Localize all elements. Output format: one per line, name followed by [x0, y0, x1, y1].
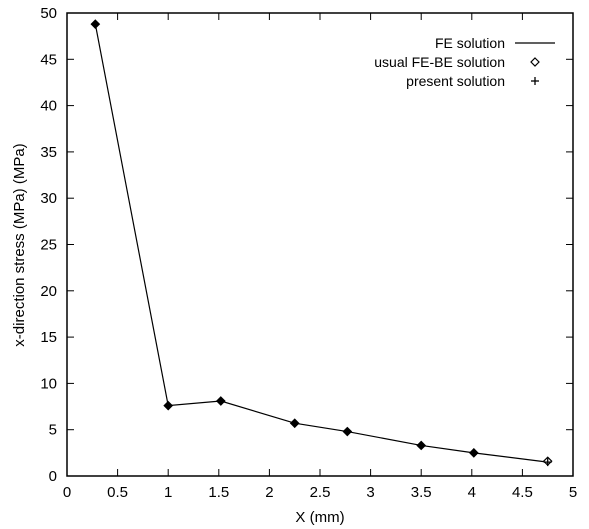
legend-diamond-sample	[530, 57, 540, 67]
y-tick-label: 20	[40, 283, 57, 300]
legend-label: FE solution	[435, 35, 505, 51]
series-layer	[90, 19, 553, 467]
present-solution-point	[469, 448, 478, 457]
x-tick-label: 1.5	[208, 484, 229, 501]
y-tick-label: 5	[49, 422, 57, 439]
x-tick-label: 3.5	[411, 484, 432, 501]
series-0	[94, 23, 548, 463]
x-axis-ticks: 0 0.5 1 1.5 2 2.5 3 3.5 4 4.5 5	[63, 13, 577, 501]
y-tick-label: 45	[40, 51, 57, 68]
x-axis-label: X (mm)	[295, 509, 344, 526]
present-solution-point	[290, 419, 299, 428]
x-tick-label: 0	[63, 484, 71, 501]
y-tick-label: 50	[40, 5, 57, 22]
y-tick-label: 25	[40, 237, 57, 254]
fe-solution-line	[94, 23, 548, 463]
present-solution-point	[417, 441, 426, 450]
y-axis-ticks: 0 5 10 15 20 25 30 35 40 45 50	[40, 5, 573, 485]
x-tick-label: 0.5	[107, 484, 128, 501]
present-solution-point	[343, 427, 352, 436]
y-tick-label: 10	[40, 375, 57, 392]
y-axis-label: x-direction stress (MPa) (MPa)	[11, 143, 28, 346]
present-solution-point	[91, 20, 100, 29]
y-tick-label: 30	[40, 190, 57, 207]
series-2	[91, 20, 552, 467]
x-tick-label: 4	[468, 484, 476, 501]
present-solution-point	[216, 396, 225, 405]
x-tick-label: 4.5	[512, 484, 533, 501]
y-tick-label: 15	[40, 329, 57, 346]
x-tick-label: 1	[164, 484, 172, 501]
y-tick-label: 40	[40, 98, 57, 115]
legend: FE solution usual FE-BE solution present s…	[374, 35, 555, 89]
present-solution-point	[543, 458, 552, 467]
legend-label: present solution	[406, 73, 505, 89]
x-tick-label: 5	[569, 484, 577, 501]
present-solution-point	[164, 401, 173, 410]
x-tick-label: 3	[366, 484, 374, 501]
y-tick-label: 0	[49, 468, 57, 485]
y-tick-label: 35	[40, 144, 57, 161]
legend-plus-sample	[531, 77, 539, 85]
x-tick-label: 2.5	[310, 484, 331, 501]
x-tick-label: 2	[265, 484, 273, 501]
legend-label: usual FE-BE solution	[374, 54, 505, 70]
